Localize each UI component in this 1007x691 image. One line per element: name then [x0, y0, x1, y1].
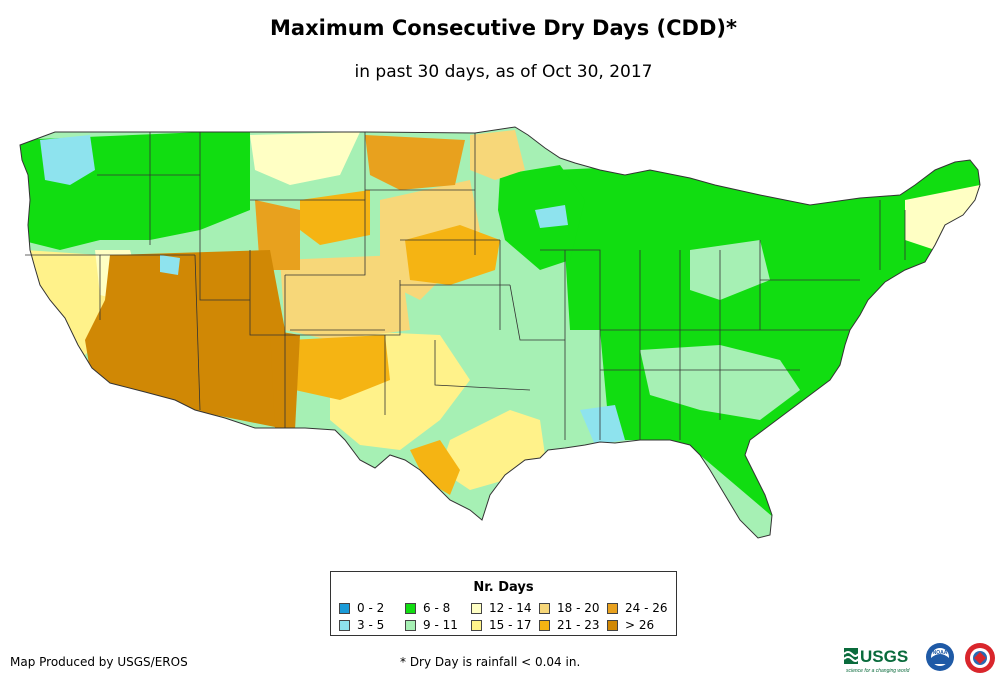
region-darkbrown-southwest	[85, 250, 290, 430]
legend-item: 18 - 20	[539, 601, 600, 615]
legend-swatch	[339, 602, 350, 614]
region-cyan-southwest-dot	[160, 255, 180, 275]
legend-label: 15 - 17	[489, 618, 532, 632]
region-orange-newmexico	[290, 335, 390, 400]
legend-swatch	[471, 602, 482, 614]
legend-item: > 26	[607, 618, 654, 632]
legend-swatch	[405, 619, 416, 631]
region-cyan-washington	[40, 135, 95, 185]
legend-label: 9 - 11	[423, 618, 458, 632]
legend-swatch	[405, 602, 416, 614]
legend: Nr. Days 0 - 2 3 - 5 6 - 8 9 - 11 12 - 14 15 …	[330, 571, 677, 636]
legend-label: 6 - 8	[423, 601, 451, 615]
legend-swatch	[539, 619, 550, 631]
legend-item: 12 - 14	[471, 601, 532, 615]
region-darkorange-southdakota	[365, 135, 465, 190]
legend-swatch	[607, 619, 618, 631]
legend-item: 21 - 23	[539, 618, 600, 632]
legend-item: 0 - 2	[339, 601, 384, 615]
legend-swatch	[471, 619, 482, 631]
noaa-logo: NOAA	[926, 643, 954, 671]
legend-label: 3 - 5	[357, 618, 385, 632]
legend-label: 21 - 23	[557, 618, 600, 632]
legend-item: 6 - 8	[405, 601, 450, 615]
region-tan-northdakota	[470, 130, 525, 180]
legend-item: 9 - 11	[405, 618, 458, 632]
region-lightgreen-ohio	[690, 240, 770, 300]
usgs-logo-text: USGS	[860, 647, 908, 666]
legend-label: 18 - 20	[557, 601, 600, 615]
nws-logo	[965, 643, 995, 673]
agency-logos: USGS science for a changing world NOAA	[843, 643, 995, 674]
region-orange-texas-south	[410, 440, 460, 495]
dry-day-footnote: * Dry Day is rainfall < 0.04 in.	[400, 655, 581, 669]
legend-item: 15 - 17	[471, 618, 532, 632]
state-boundaries	[25, 132, 906, 440]
cdd-regions	[20, 127, 980, 538]
region-tan-colorado	[280, 255, 410, 340]
map-title: Maximum Consecutive Dry Days (CDD)*	[270, 16, 737, 40]
legend-label: 24 - 26	[625, 601, 668, 615]
map-credit: Map Produced by USGS/EROS	[10, 655, 188, 669]
legend-swatch	[339, 619, 350, 631]
usgs-logo: USGS science for a changing world	[843, 647, 910, 674]
legend-title: Nr. Days	[473, 580, 534, 595]
map-subtitle: in past 30 days, as of Oct 30, 2017	[354, 62, 653, 82]
legend-swatch	[539, 602, 550, 614]
region-lightyellow-montana	[250, 132, 360, 185]
region-orange-wyoming	[300, 190, 370, 245]
legend-label: 12 - 14	[489, 601, 532, 615]
region-cyan-wisconsin	[535, 205, 568, 228]
legend-item: 24 - 26	[607, 601, 668, 615]
usgs-tagline: science for a changing world	[846, 668, 910, 674]
legend-item: 3 - 5	[339, 618, 384, 632]
legend-label: > 26	[625, 618, 655, 632]
legend-swatch	[607, 602, 618, 614]
noaa-logo-text: NOAA	[933, 650, 948, 656]
legend-label: 0 - 2	[357, 601, 385, 615]
region-cyan-louisiana	[580, 405, 625, 445]
region-lightyellow-northeast	[905, 185, 980, 250]
